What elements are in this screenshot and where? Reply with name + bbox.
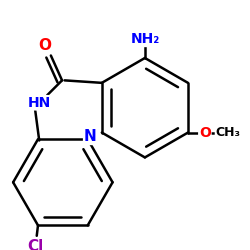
Text: N: N: [84, 129, 96, 144]
Text: HN: HN: [28, 96, 51, 110]
Text: CH₃: CH₃: [216, 126, 240, 139]
Text: O: O: [38, 38, 51, 52]
Text: Cl: Cl: [28, 239, 44, 250]
Text: O: O: [199, 126, 211, 140]
Text: NH₂: NH₂: [130, 32, 160, 46]
